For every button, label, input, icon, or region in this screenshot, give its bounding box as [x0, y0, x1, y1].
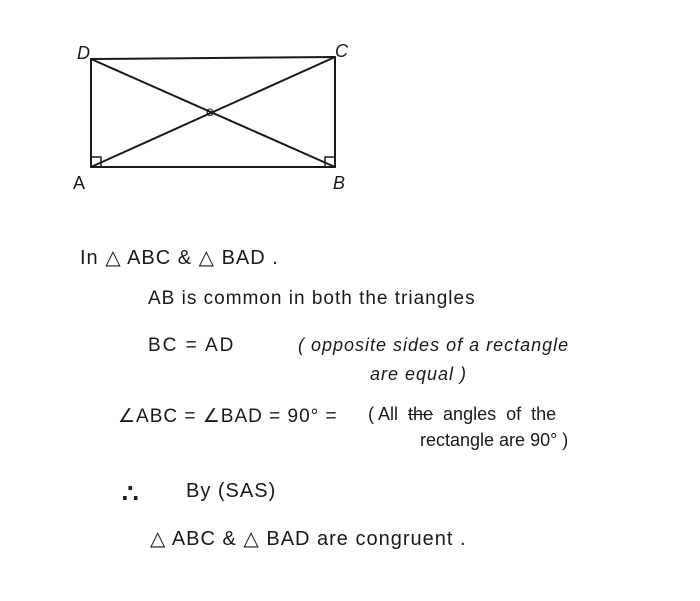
- line-5b: By (SAS): [186, 480, 276, 503]
- vertex-label-A: A: [73, 173, 85, 194]
- line-3a: BC = AD: [148, 335, 235, 357]
- therefore-symbol: ∴: [122, 478, 139, 509]
- center-label-O: o: [206, 103, 214, 119]
- vertex-label-B: B: [333, 173, 345, 194]
- vertex-label-C: C: [335, 41, 348, 62]
- line-3c: are equal ): [370, 364, 467, 385]
- line-3b: ( opposite sides of a rectangle: [298, 335, 569, 356]
- line-4c: rectangle are 90° ): [420, 430, 568, 451]
- page: D C A B o In △ ABC & △ BAD . AB is commo…: [0, 0, 700, 601]
- line-4b: ( All the angles of the: [368, 404, 556, 425]
- rectangle-diagram: D C A B o: [75, 55, 375, 220]
- struck-word: the: [408, 404, 433, 424]
- diagram-svg: [75, 55, 375, 215]
- vertex-label-D: D: [77, 43, 90, 64]
- line-1: In △ ABC & △ BAD .: [80, 245, 279, 270]
- line-6: △ ABC & △ BAD are congruent .: [150, 526, 467, 551]
- line-2: AB is common in both the triangles: [148, 288, 476, 310]
- line-4a: ∠ABC = ∠BAD = 90° =: [118, 405, 338, 428]
